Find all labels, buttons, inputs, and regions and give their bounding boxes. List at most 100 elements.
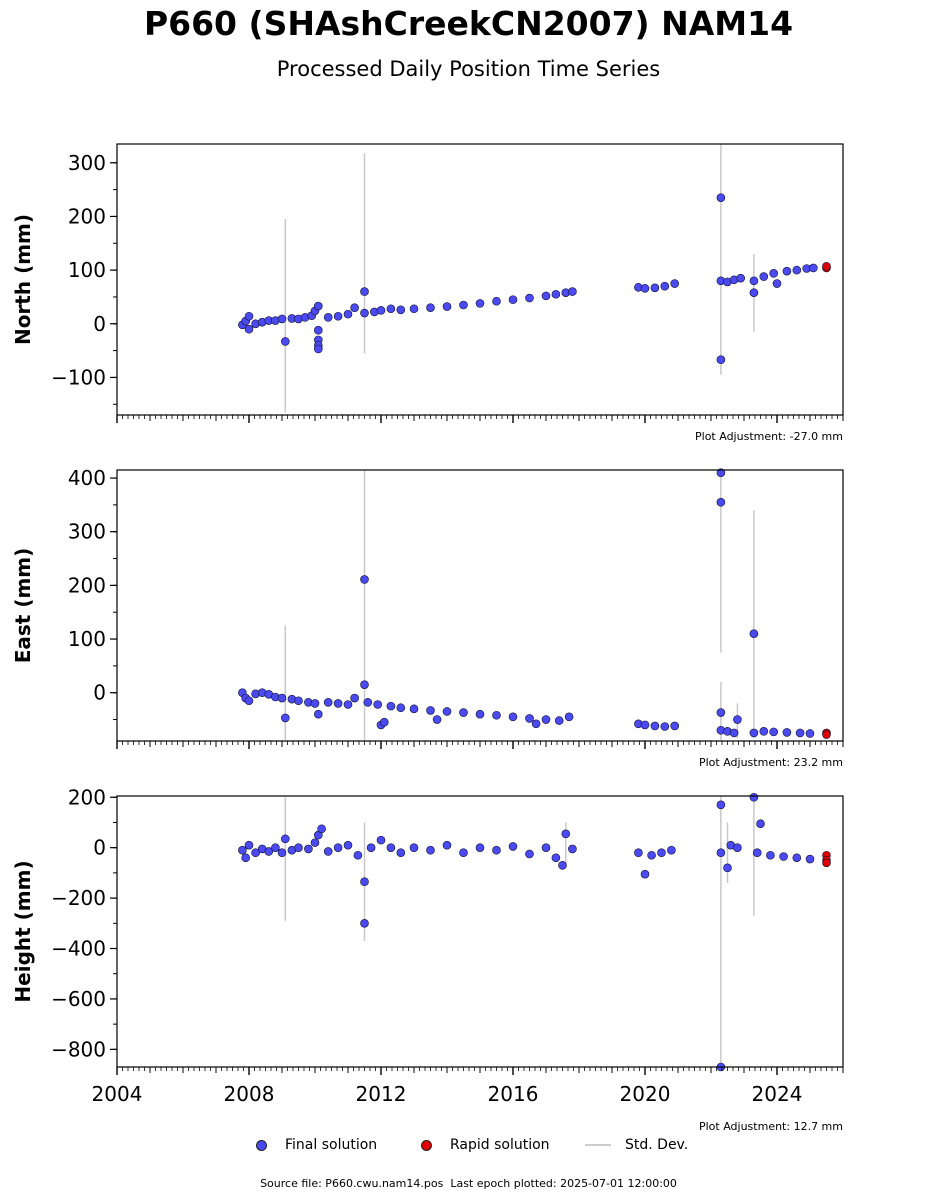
final-solution-point [280, 834, 290, 844]
final-solution-point [716, 497, 726, 507]
final-solution-point [363, 698, 373, 707]
final-solution-point [264, 847, 274, 856]
final-solution-point [409, 843, 419, 852]
final-solution-point [660, 281, 670, 291]
final-solution-point [749, 629, 759, 638]
final-solution-point [244, 840, 254, 850]
final-solution-point [716, 800, 726, 810]
final-solution-point [294, 843, 303, 852]
final-solution-point [640, 720, 650, 730]
final-solution-point [251, 848, 260, 858]
y-tick-label: 0 [93, 681, 106, 705]
final-solution-point [280, 713, 290, 723]
final-solution-point [667, 845, 676, 855]
rapid-solution-point [822, 262, 831, 271]
y-tick-label: 0 [93, 312, 106, 336]
final-solution-point [396, 305, 406, 315]
plot-frame [116, 469, 844, 742]
final-solution-point [716, 193, 726, 202]
y-tick-label: −600 [51, 987, 106, 1011]
final-solution-point [564, 712, 574, 722]
x-tick-label: 2020 [620, 1082, 671, 1106]
final-solution-point [310, 838, 320, 847]
final-solution-point [277, 848, 287, 858]
final-solution-point [333, 699, 343, 708]
final-solution-point [729, 728, 739, 738]
final-solution-point [376, 835, 386, 845]
final-solution-point [531, 719, 541, 729]
final-solution-point [749, 728, 759, 738]
final-solution-point [782, 728, 792, 737]
final-solution-point [442, 302, 452, 311]
footer: Source file: P660.cwu.nam14.pos Last epo… [0, 1177, 937, 1190]
final-solution-point [386, 843, 396, 852]
final-solution-point [749, 276, 759, 286]
y-tick-label: 400 [68, 466, 106, 490]
rapid-solution-point [822, 858, 831, 868]
final-solution-point [442, 707, 452, 716]
final-solution-point [805, 729, 815, 738]
final-solution-point [808, 263, 818, 273]
legend-final-label: Final solution [285, 1137, 378, 1153]
final-solution-point [525, 849, 534, 859]
y-tick-label: −100 [51, 365, 106, 389]
final-solution-point [551, 853, 561, 863]
final-solution-point [323, 698, 333, 707]
final-solution-point [373, 700, 383, 709]
final-solution-point [333, 843, 343, 852]
final-solution-point [343, 309, 353, 319]
final-solution-point [670, 279, 680, 288]
final-solution-point [360, 877, 369, 887]
final-solution-point [313, 344, 323, 354]
y-tick-label: −200 [51, 886, 106, 910]
page-subtitle: Processed Daily Position Time Series [276, 57, 661, 81]
x-tick-label: 2016 [488, 1082, 539, 1106]
final-solution-point [525, 714, 534, 723]
final-solution-point [244, 696, 254, 706]
final-solution-point [772, 279, 782, 288]
final-solution-point [551, 289, 561, 299]
final-solution-point [759, 272, 769, 281]
final-solution-point [766, 850, 775, 860]
y-tick-label: −800 [51, 1037, 106, 1061]
last-epoch-label: Last epoch plotted: 2025-07-01 12:00:00 [450, 1177, 677, 1190]
final-solution-point [366, 843, 376, 852]
final-solution-point [792, 265, 802, 275]
final-solution-point [752, 848, 762, 858]
final-solution-point [350, 693, 359, 703]
y-tick-label: 300 [68, 151, 106, 175]
x-tick-label: 2004 [92, 1082, 143, 1106]
final-solution-point [554, 716, 564, 725]
final-solution-point [333, 311, 343, 321]
x-tick-label: 2024 [752, 1082, 803, 1106]
final-solution-point [313, 709, 323, 719]
final-solution-point [409, 704, 419, 714]
final-solution-point [459, 300, 468, 310]
final-solution-point [310, 699, 320, 708]
final-solution-point [360, 680, 369, 689]
std-dev-line-icon [585, 1144, 611, 1146]
final-solution-point [647, 850, 656, 860]
final-solution-point [432, 715, 442, 724]
final-solution-point [749, 288, 759, 297]
final-solution-point [541, 715, 551, 724]
y-tick-label: 200 [68, 785, 106, 809]
final-solution-point [805, 854, 815, 864]
final-solution-point [650, 283, 660, 293]
final-solution-point [459, 848, 468, 858]
final-solution-point [475, 843, 485, 852]
final-solution-point [426, 845, 435, 855]
final-solution-point [736, 273, 746, 283]
final-solution-marker-icon [256, 1139, 267, 1151]
final-solution-point [304, 844, 313, 854]
final-solution-point [492, 710, 501, 720]
final-solution-point [716, 355, 726, 365]
legend: Final solution Rapid solution Std. Dev. [0, 1137, 937, 1159]
final-solution-point [313, 325, 323, 335]
final-solution-point [792, 853, 802, 863]
final-solution-point [271, 843, 280, 852]
final-solution-point [323, 313, 333, 322]
final-solution-point [277, 314, 287, 324]
final-solution-point [749, 792, 759, 802]
final-solution-point [568, 287, 577, 296]
